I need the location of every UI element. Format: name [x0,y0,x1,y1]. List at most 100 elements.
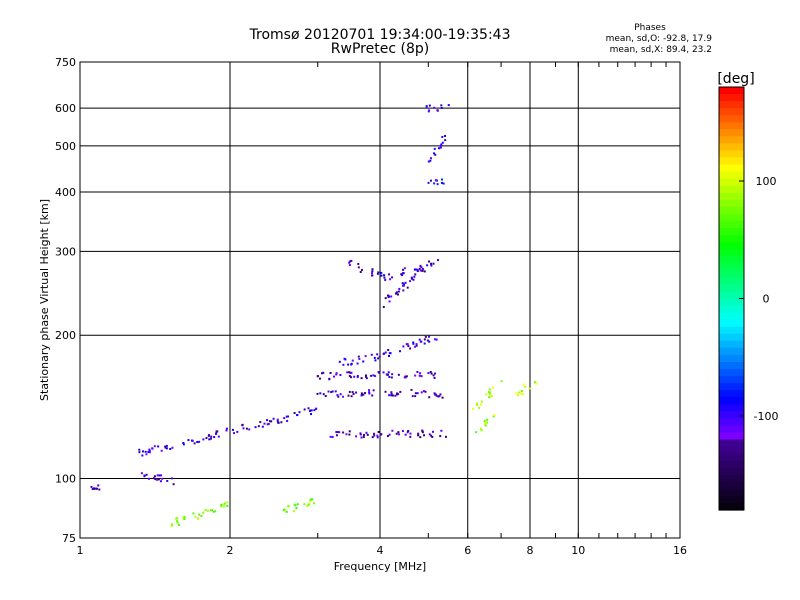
echo-point [401,274,404,277]
echo-point [248,428,251,431]
echo-point [295,507,298,510]
echo-point [388,375,391,378]
echo-point [310,498,313,501]
echo-point [331,435,334,438]
echo-point [427,160,430,163]
echo-point [217,435,220,438]
echo-point [441,135,444,138]
echo-point [270,420,273,423]
echo-point [405,343,408,346]
echo-point [362,436,365,439]
echo-point [208,438,211,441]
echo-point [165,444,168,447]
echo-point [430,262,433,265]
x-tick-label: 4 [377,544,384,557]
echo-point [406,286,409,289]
echo-point [434,153,437,156]
echo-point [182,442,185,445]
echo-point [444,139,447,142]
colorbar-band [719,439,744,448]
echo-point [286,419,289,422]
colorbar-band [719,136,744,144]
echo-point [436,183,439,186]
echo-point [397,373,400,376]
echo-point [356,376,359,379]
echo-point [378,355,381,358]
echo-point [353,375,356,378]
colorbar-band [719,178,744,187]
echo-point [486,418,489,421]
echo-point [389,278,392,281]
echo-point [210,435,213,438]
echo-point [336,394,339,397]
echo-point [206,509,209,512]
echo-point [307,407,310,410]
echo-point [404,433,407,436]
echo-point [417,434,420,437]
echo-point [522,383,525,386]
echo-point [412,278,415,281]
echo-point [144,450,147,453]
echo-point [424,335,427,338]
echo-point [401,272,404,275]
echo-point [428,396,431,399]
echo-point [387,371,390,374]
echo-point [148,449,151,452]
echo-point [193,442,196,445]
echo-point [368,389,371,392]
y-tick-label: 300 [55,245,76,258]
echo-point [169,447,172,450]
echo-point [226,501,229,504]
y-tick-label: 750 [55,56,76,69]
colorbar-band [719,312,744,321]
echo-point [345,433,348,436]
colorbar-band [719,235,744,243]
echo-point [359,432,362,435]
echo-point [388,394,391,397]
echo-point [245,427,248,430]
echo-point [342,431,345,434]
echo-point [175,517,178,520]
colorbar-tick-label: 100 [756,175,777,188]
echo-point [516,394,519,397]
echo-point [396,392,399,395]
echo-point [316,375,319,378]
echo-point [380,271,383,274]
echo-point [145,453,148,456]
echo-point [420,375,423,378]
colorbar-label: [deg] [717,71,754,87]
echo-point [479,427,482,430]
echo-point [257,425,260,428]
echo-point [376,353,379,356]
echo-point [387,348,390,351]
echo-point [373,356,376,359]
echo-point [384,390,387,393]
echo-point [175,520,178,523]
colorbar-band [719,305,744,314]
echo-point [198,440,201,443]
echo-point [196,441,199,444]
echo-point [210,509,213,512]
echo-point [296,503,299,506]
echo-point [355,391,358,394]
echo-point [183,515,186,518]
echo-point [374,375,377,378]
echo-point [153,475,156,478]
echo-point [358,357,361,360]
echo-point [397,433,400,436]
x-axis-label: Frequency [MHz] [334,560,426,573]
echo-point [416,270,419,273]
echo-point [341,395,344,398]
echo-point [282,509,285,512]
echo-point [520,389,523,392]
echo-point [488,392,491,395]
echo-point [405,375,408,378]
echo-point [439,145,442,148]
echo-point [356,374,359,377]
echo-point [485,421,488,424]
echo-point [433,147,436,150]
echo-point [335,431,338,434]
echo-point [329,372,332,375]
echo-point [176,521,179,524]
echo-point [435,338,438,341]
